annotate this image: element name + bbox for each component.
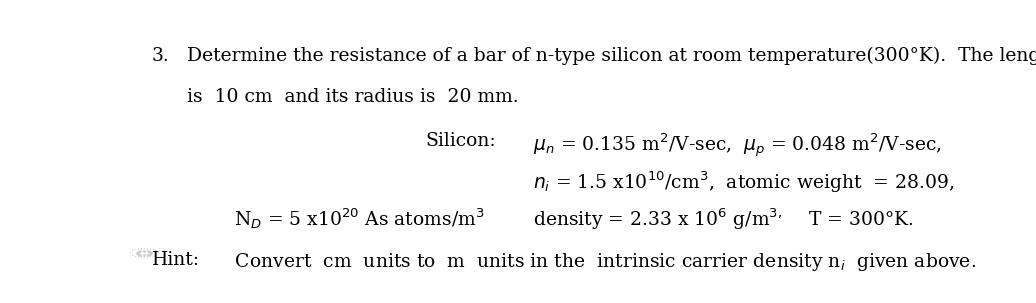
- Text: is  10 cm  and its radius is  20 mm.: is 10 cm and its radius is 20 mm.: [188, 88, 519, 106]
- Text: 3.: 3.: [152, 47, 170, 65]
- Text: $n_i$ = 1.5 x10$^{10}$/cm$^3$,  atomic weight  = 28.09,: $n_i$ = 1.5 x10$^{10}$/cm$^3$, atomic we…: [533, 169, 954, 195]
- Text: Hint:: Hint:: [152, 251, 200, 268]
- Text: density = 2.33 x 10$^6$ g/m$^{3,}$    T = 300°K.: density = 2.33 x 10$^6$ g/m$^{3,}$ T = 3…: [533, 207, 914, 232]
- Text: Silicon:: Silicon:: [425, 132, 495, 150]
- Text: Determine the resistance of a bar of n-type silicon at room temperature(300°K). : Determine the resistance of a bar of n-t…: [188, 47, 1036, 65]
- Text: $\mu_n$ = 0.135 m$^2$/V-sec,  $\mu_p$ = 0.048 m$^2$/V-sec,: $\mu_n$ = 0.135 m$^2$/V-sec, $\mu_p$ = 0…: [533, 132, 942, 160]
- Text: N$_D$ = 5 x10$^{20}$ As atoms/m$^3$: N$_D$ = 5 x10$^{20}$ As atoms/m$^3$: [234, 207, 485, 231]
- Text: Convert  cm  units to  m  units in the  intrinsic carrier density n$_i$  given a: Convert cm units to m units in the intri…: [224, 251, 977, 272]
